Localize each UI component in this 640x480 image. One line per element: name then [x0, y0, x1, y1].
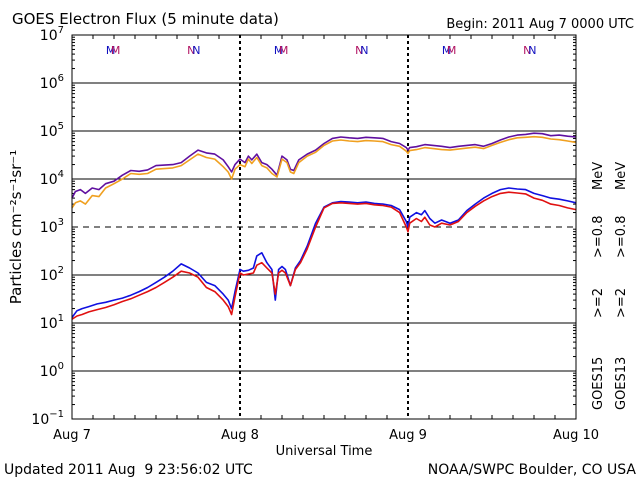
y-tick-label-5: 104: [40, 169, 64, 188]
series-line-3: [71, 191, 577, 320]
grid: [72, 34, 576, 420]
legend-unit-1: MeV: [591, 162, 606, 190]
legend-g13-high: >=0.8: [614, 216, 629, 258]
y-tick-label-6: 105: [40, 121, 64, 140]
y-tick-label-4: 103: [40, 217, 64, 236]
legend-goes15-label: GOES15: [591, 357, 606, 410]
y-tick-label-3: 102: [40, 265, 64, 284]
legend-unit-2: MeV: [614, 162, 629, 190]
series-line-2: [71, 187, 577, 318]
legend-g15-high: >=0.8: [591, 216, 606, 258]
series-line-0: [71, 132, 577, 199]
legend-g13-low: >=2: [614, 288, 629, 318]
mn-marker-11: N: [528, 44, 536, 57]
mn-marker-5: M: [279, 44, 289, 57]
mn-marker-7: N: [360, 44, 368, 57]
credit-label: NOAA/SWPC Boulder, CO USA: [428, 462, 637, 478]
legend-g15-low: >=2: [591, 288, 606, 318]
mn-markers: MM NN MM NN MM NN: [106, 44, 537, 57]
mn-marker-8: M: [442, 44, 452, 57]
x-tick-label-0: Aug 7: [53, 428, 91, 443]
mn-marker-1: M: [111, 44, 121, 57]
mn-marker-10: N: [523, 44, 531, 57]
y-tick-labels: 10−1 100 101 102 103 104 105 106 107: [31, 25, 64, 428]
chart-title: GOES Electron Flux (5 minute data): [12, 10, 279, 28]
x-tick-labels: Aug 7 Aug 8 Aug 9 Aug 10: [53, 428, 599, 443]
legend: GOES15 GOES13 >=2 >=2 >=0.8 >=0.8 MeV Me…: [591, 162, 629, 410]
x-tick-label-3: Aug 10: [553, 428, 599, 443]
y-tick-label-0: 10−1: [31, 409, 64, 428]
y-tick-label-1: 100: [40, 361, 64, 380]
series-lines: [71, 132, 577, 320]
mn-marker-0: M: [106, 44, 116, 57]
y-tick-label-8: 107: [40, 25, 64, 44]
x-tick-label-1: Aug 8: [221, 428, 259, 443]
mn-marker-4: M: [274, 44, 284, 57]
series-line-1: [71, 135, 577, 209]
begin-label: Begin: 2011 Aug 7 0000 UTC: [446, 17, 634, 32]
y-tick-label-7: 106: [40, 73, 64, 92]
mn-marker-9: M: [447, 44, 457, 57]
y-tick-label-2: 101: [40, 313, 64, 332]
y-axis-label: Particles cm⁻²s⁻¹sr⁻¹: [7, 150, 25, 304]
x-tick-label-2: Aug 9: [389, 428, 427, 443]
mn-marker-2: N: [187, 44, 195, 57]
x-axis-label: Universal Time: [276, 444, 373, 459]
mn-marker-3: N: [192, 44, 200, 57]
mn-marker-6: N: [355, 44, 363, 57]
legend-goes13-label: GOES13: [614, 357, 629, 410]
plot-frame: [71, 34, 577, 420]
updated-timestamp: Updated 2011 Aug 9 23:56:02 UTC: [4, 462, 253, 478]
